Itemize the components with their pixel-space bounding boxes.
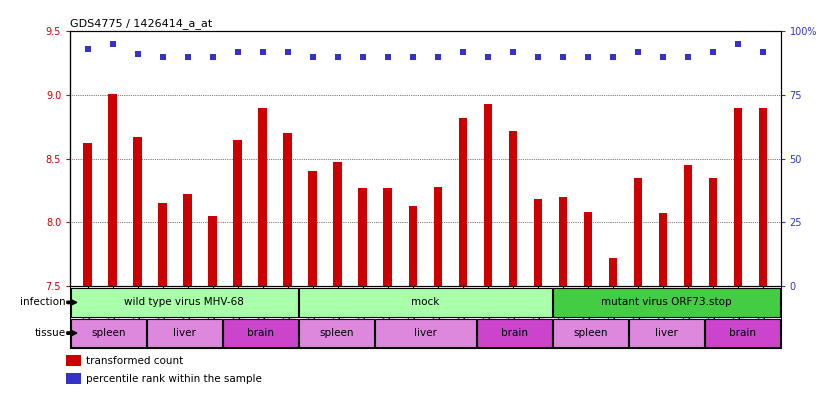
Bar bbox=[66, 355, 81, 366]
Bar bbox=[66, 373, 81, 384]
Bar bbox=[609, 258, 617, 286]
Point bbox=[557, 54, 570, 60]
Text: liver: liver bbox=[655, 328, 678, 338]
Bar bbox=[159, 203, 167, 286]
Text: GDS4775 / 1426414_a_at: GDS4775 / 1426414_a_at bbox=[70, 18, 212, 29]
Bar bbox=[234, 140, 242, 286]
Text: wild type virus MHV-68: wild type virus MHV-68 bbox=[125, 298, 244, 307]
Bar bbox=[458, 118, 468, 286]
Bar bbox=[308, 171, 317, 286]
Bar bbox=[223, 319, 298, 347]
Bar bbox=[71, 288, 298, 317]
Point bbox=[106, 41, 119, 47]
Text: spleen: spleen bbox=[91, 328, 126, 338]
Point bbox=[256, 49, 269, 55]
Bar bbox=[409, 206, 417, 286]
Point bbox=[156, 54, 169, 60]
Bar bbox=[299, 319, 374, 347]
Bar bbox=[553, 288, 780, 317]
Point bbox=[406, 54, 420, 60]
Bar bbox=[733, 108, 743, 286]
Bar bbox=[759, 108, 767, 286]
Point bbox=[181, 54, 194, 60]
Point bbox=[606, 54, 620, 60]
Point bbox=[506, 49, 520, 55]
Point bbox=[482, 54, 495, 60]
Bar bbox=[584, 212, 592, 286]
Text: brain: brain bbox=[501, 328, 528, 338]
Point bbox=[81, 46, 94, 52]
Text: brain: brain bbox=[729, 328, 756, 338]
Point bbox=[757, 49, 770, 55]
Bar bbox=[709, 178, 718, 286]
Bar bbox=[375, 319, 476, 347]
Bar bbox=[358, 188, 368, 286]
Point bbox=[281, 49, 294, 55]
Bar bbox=[183, 194, 192, 286]
Bar bbox=[658, 213, 667, 286]
Point bbox=[306, 54, 320, 60]
Point bbox=[456, 49, 469, 55]
Text: spleen: spleen bbox=[320, 328, 354, 338]
Bar bbox=[705, 319, 780, 347]
Bar bbox=[83, 143, 92, 286]
Text: infection: infection bbox=[21, 298, 66, 307]
Point bbox=[657, 54, 670, 60]
Bar bbox=[299, 288, 552, 317]
Bar bbox=[259, 108, 267, 286]
Bar bbox=[509, 130, 517, 286]
Text: liver: liver bbox=[173, 328, 196, 338]
Text: mutant virus ORF73.stop: mutant virus ORF73.stop bbox=[601, 298, 732, 307]
Point bbox=[356, 54, 369, 60]
Point bbox=[431, 54, 444, 60]
Point bbox=[582, 54, 595, 60]
Text: percentile rank within the sample: percentile rank within the sample bbox=[86, 374, 262, 384]
Point bbox=[206, 54, 220, 60]
Bar bbox=[383, 188, 392, 286]
Bar bbox=[133, 137, 142, 286]
Bar bbox=[334, 162, 342, 286]
Bar bbox=[534, 199, 543, 286]
Bar bbox=[629, 319, 704, 347]
Point bbox=[732, 41, 745, 47]
Bar bbox=[634, 178, 643, 286]
Point bbox=[331, 54, 344, 60]
Bar bbox=[108, 94, 117, 286]
Bar bbox=[553, 319, 628, 347]
Point bbox=[382, 54, 395, 60]
Text: liver: liver bbox=[414, 328, 437, 338]
Point bbox=[631, 49, 644, 55]
Point bbox=[231, 49, 244, 55]
Text: transformed count: transformed count bbox=[86, 356, 183, 366]
Bar bbox=[684, 165, 692, 286]
Point bbox=[681, 54, 695, 60]
Bar bbox=[71, 319, 146, 347]
Text: tissue: tissue bbox=[35, 328, 66, 338]
Bar bbox=[147, 319, 222, 347]
Text: spleen: spleen bbox=[573, 328, 608, 338]
Bar bbox=[558, 197, 567, 286]
Bar bbox=[283, 133, 292, 286]
Bar bbox=[483, 104, 492, 286]
Point bbox=[531, 54, 544, 60]
Point bbox=[706, 49, 719, 55]
Bar bbox=[208, 216, 217, 286]
Bar bbox=[434, 187, 442, 286]
Bar bbox=[477, 319, 552, 347]
Text: brain: brain bbox=[247, 328, 274, 338]
Text: mock: mock bbox=[411, 298, 439, 307]
Point bbox=[131, 51, 145, 57]
